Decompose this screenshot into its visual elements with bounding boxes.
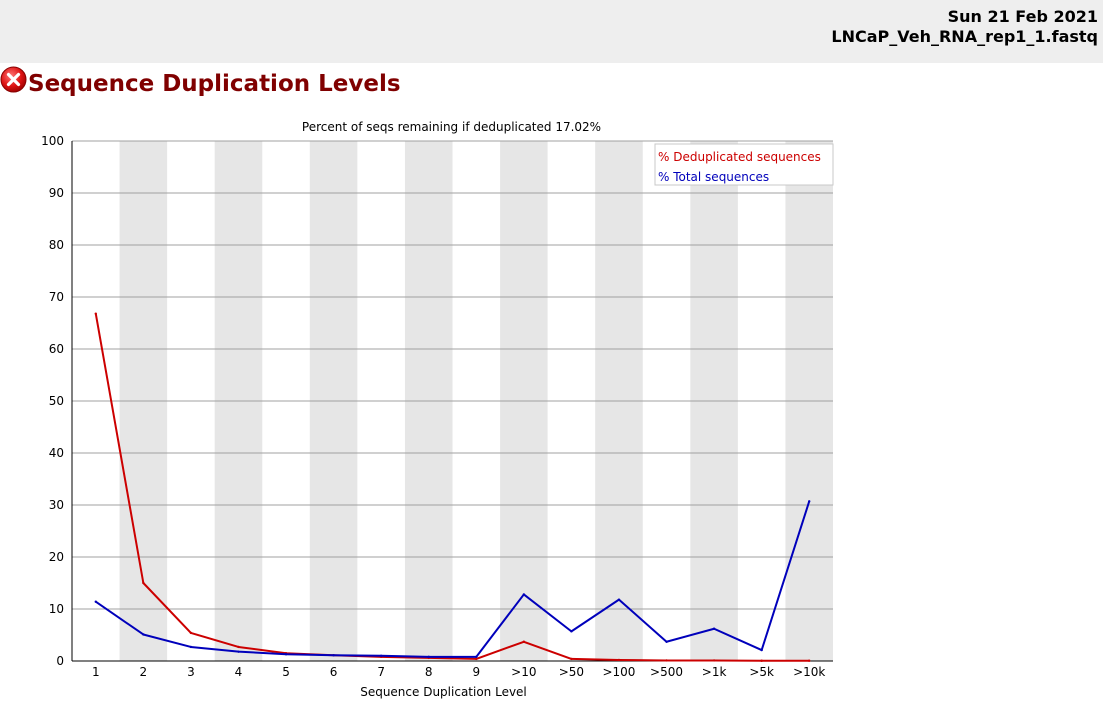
data-point [475, 657, 478, 661]
y-tick-label: 90 [49, 186, 64, 200]
x-tick-label: 9 [472, 665, 480, 679]
x-tick-label: >5k [749, 665, 774, 679]
report-filename: LNCaP_Veh_RNA_rep1_1.fastq [831, 27, 1098, 46]
x-tick-label: 3 [187, 665, 195, 679]
data-point [284, 653, 288, 656]
data-point [332, 654, 335, 657]
error-x-icon [0, 66, 27, 93]
data-point [617, 658, 621, 662]
x-tick-label: >500 [650, 665, 683, 679]
data-point [142, 581, 145, 585]
x-tick-label: >100 [602, 665, 635, 679]
series-line-total [95, 501, 811, 658]
data-point [712, 659, 716, 662]
data-point [665, 659, 668, 662]
data-point [94, 312, 97, 315]
y-tick-label: 10 [49, 602, 64, 616]
y-tick-label: 60 [49, 342, 64, 356]
x-tick-label: 7 [377, 665, 385, 679]
x-tick-label: >1k [702, 665, 727, 679]
x-tick-label: 8 [425, 665, 433, 679]
data-point [712, 627, 716, 630]
data-point [94, 600, 97, 603]
x-tick-label: >10 [511, 665, 536, 679]
y-tick-label: 30 [49, 498, 64, 512]
y-tick-label: 0 [56, 654, 64, 668]
data-point [475, 655, 478, 659]
x-tick-label: >50 [559, 665, 584, 679]
data-point [617, 598, 621, 601]
y-tick-label: 40 [49, 446, 64, 460]
chart-title: Percent of seqs remaining if deduplicate… [302, 120, 601, 134]
x-tick-label: 4 [235, 665, 243, 679]
data-point [142, 633, 145, 636]
x-tick-label: 2 [140, 665, 148, 679]
data-point [522, 640, 526, 643]
y-tick-label: 50 [49, 394, 64, 408]
x-axis-label: Sequence Duplication Level [360, 685, 527, 699]
data-point [665, 640, 668, 643]
x-tick-label: >10k [793, 665, 825, 679]
data-point [808, 500, 811, 503]
y-tick-label: 100 [41, 134, 64, 148]
x-tick-label: 6 [330, 665, 338, 679]
module-title: Sequence Duplication Levels [28, 71, 401, 97]
x-tick-label: 5 [282, 665, 290, 679]
x-tick-label: 1 [92, 665, 100, 679]
series-line-deduplicated [94, 313, 810, 662]
y-tick-label: 70 [49, 290, 64, 304]
data-point [522, 593, 526, 596]
data-point [808, 659, 811, 662]
report-header: Sun 21 Feb 2021 LNCaP_Veh_RNA_rep1_1.fas… [0, 0, 1103, 63]
data-point [760, 659, 763, 662]
data-point [237, 645, 240, 649]
legend-box [654, 143, 834, 186]
data-point [427, 655, 430, 659]
legend-entry: % Total sequences [658, 170, 769, 184]
data-point [237, 650, 240, 653]
report-date: Sun 21 Feb 2021 [947, 7, 1098, 26]
data-point [189, 645, 193, 649]
data-point [379, 654, 383, 657]
legend-entry: % Deduplicated sequences [658, 150, 821, 164]
data-point [189, 631, 193, 635]
data-point [570, 630, 573, 633]
y-tick-label: 20 [49, 550, 64, 564]
data-point [760, 648, 763, 652]
y-tick-label: 80 [49, 238, 64, 252]
data-point [570, 657, 573, 661]
